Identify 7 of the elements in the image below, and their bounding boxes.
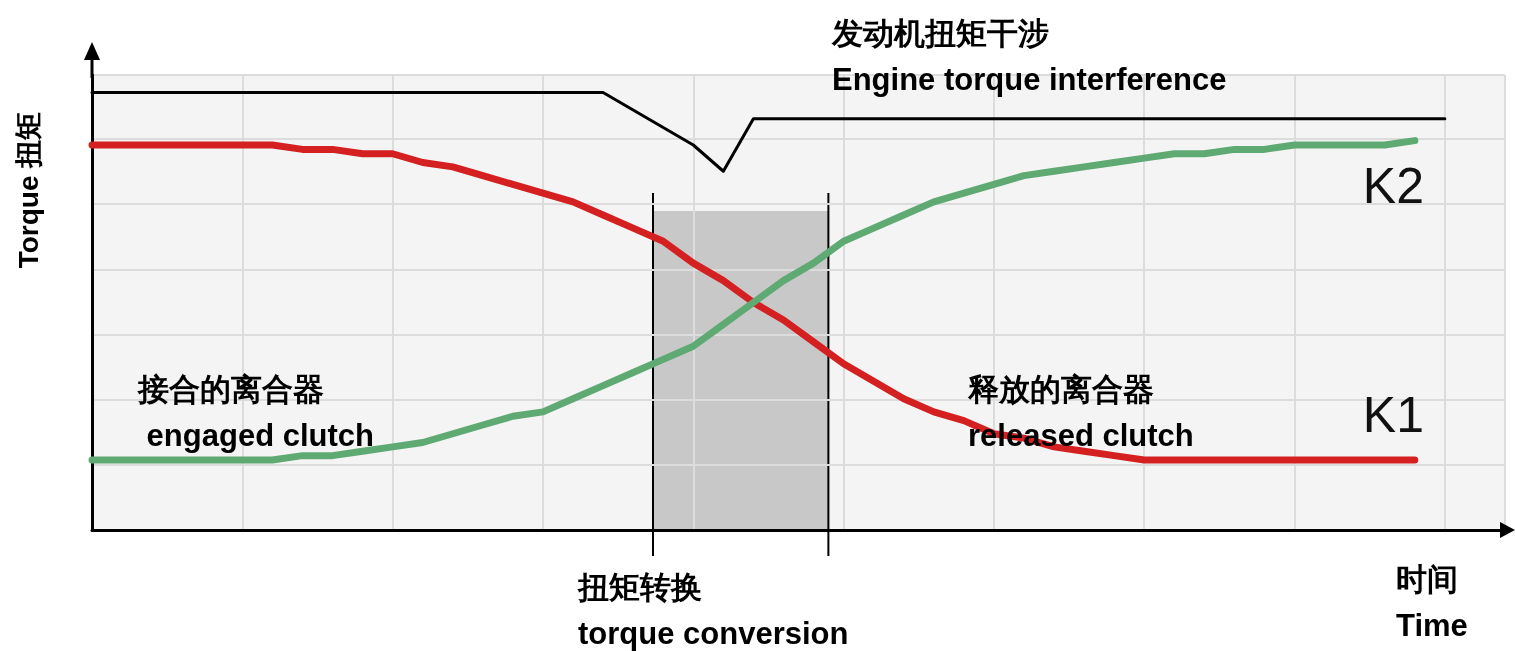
series-label: K2 bbox=[1362, 157, 1424, 214]
series-label: K1 bbox=[1362, 387, 1424, 443]
x-axis-title: 时间 Time bbox=[1396, 561, 1468, 643]
annotation: 发动机扭矩干涉 Engine torque interference bbox=[831, 15, 1227, 97]
y-axis-title: Torque 扭矩 bbox=[12, 111, 44, 269]
text: 扭矩转换 torque conversion bbox=[577, 569, 849, 651]
annotation: 接合的离合器 engaged clutch bbox=[137, 371, 374, 453]
